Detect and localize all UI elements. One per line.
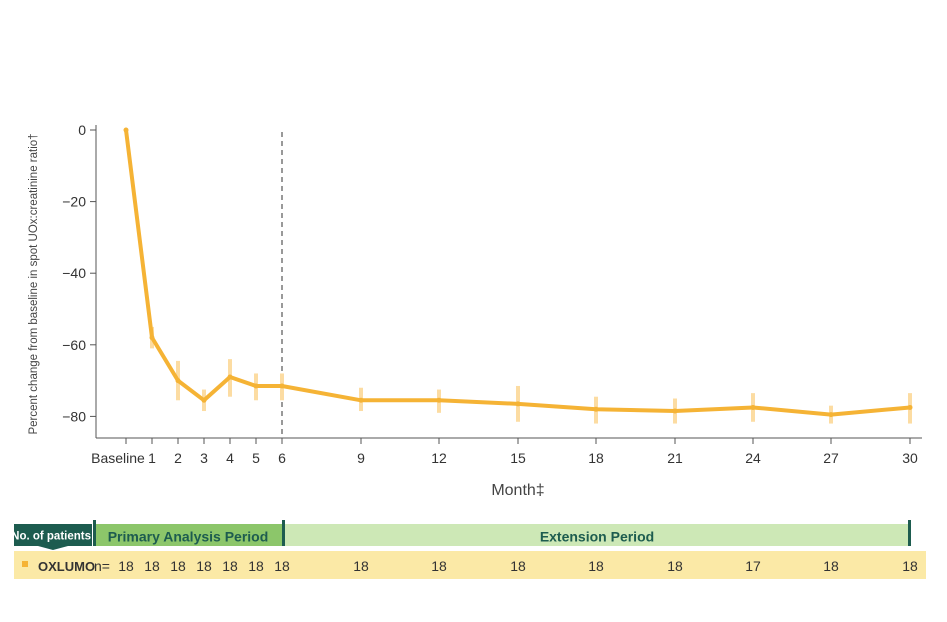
x-tick-label: 2 <box>174 450 182 466</box>
y-tick-label: −80 <box>62 408 86 424</box>
x-tick-label: 3 <box>200 450 208 466</box>
patient-count: 18 <box>431 558 447 574</box>
primary-period-label: Primary Analysis Period <box>108 529 269 545</box>
data-point <box>593 406 599 412</box>
x-tick-label: Baseline <box>91 450 145 466</box>
extension-period-bar <box>283 524 910 546</box>
extension-period-label: Extension Period <box>540 529 654 545</box>
data-point <box>358 397 364 403</box>
patients-row <box>14 551 926 579</box>
x-tick-label: 27 <box>823 450 839 466</box>
patients-label: No. of patients: <box>11 531 95 543</box>
patient-count: 18 <box>510 558 526 574</box>
y-ticks: 0 −20 −40 −60 −80 <box>62 122 96 424</box>
x-ticks: Baseline 1 2 3 4 5 6 9 12 15 18 21 24 27 30 <box>91 438 918 466</box>
error-bars <box>150 326 912 424</box>
patient-count: 18 <box>823 558 839 574</box>
series-legend-swatch <box>22 561 28 567</box>
patients-label-arrow <box>38 546 68 550</box>
data-point <box>750 404 756 410</box>
x-tick-label: 21 <box>667 450 683 466</box>
patient-count: 18 <box>274 558 290 574</box>
patient-count: 17 <box>745 558 761 574</box>
x-tick-label: 24 <box>745 450 761 466</box>
data-point <box>149 335 155 341</box>
patient-count: 18 <box>118 558 134 574</box>
patient-count: 18 <box>588 558 604 574</box>
x-tick-label: 1 <box>148 450 156 466</box>
n-label: n= <box>94 558 110 574</box>
x-tick-label: 5 <box>252 450 260 466</box>
patient-count: 18 <box>144 558 160 574</box>
data-point <box>672 408 678 414</box>
data-points <box>123 127 913 418</box>
data-point <box>175 378 181 384</box>
patient-count: 18 <box>667 558 683 574</box>
y-tick-label: −60 <box>62 337 86 353</box>
x-axis-title: Month‡ <box>491 482 544 499</box>
patient-count: 18 <box>196 558 212 574</box>
data-point <box>123 127 129 133</box>
y-tick-label: −20 <box>62 194 86 210</box>
x-tick-label: 6 <box>278 450 286 466</box>
data-point <box>201 397 207 403</box>
series-line <box>124 128 912 417</box>
data-point <box>515 401 521 407</box>
patient-count: 18 <box>353 558 369 574</box>
x-tick-label: 15 <box>510 450 526 466</box>
data-point <box>436 397 442 403</box>
primary-period-start-mark <box>93 520 96 546</box>
x-tick-label: 18 <box>588 450 604 466</box>
patient-count: 18 <box>222 558 238 574</box>
patient-count: 18 <box>902 558 918 574</box>
x-tick-label: 9 <box>357 450 365 466</box>
x-tick-label: 4 <box>226 450 234 466</box>
primary-period-bar <box>95 524 283 546</box>
x-tick-label: 12 <box>431 450 447 466</box>
data-point <box>279 383 285 389</box>
patient-count: 18 <box>248 558 264 574</box>
data-point <box>907 404 913 410</box>
y-axis-title: Percent change from baseline in spot UOx… <box>28 133 40 434</box>
patient-count: 18 <box>170 558 186 574</box>
data-point <box>828 412 834 418</box>
data-point <box>253 383 259 389</box>
extension-period-end-mark <box>908 520 911 546</box>
patients-label-background <box>14 524 92 546</box>
period-boundary-mark <box>282 520 285 546</box>
y-tick-label: 0 <box>78 122 86 138</box>
series-name: OXLUMO <box>38 559 95 574</box>
x-tick-label: 30 <box>902 450 918 466</box>
patient-counts: 18 18 18 18 18 18 18 18 18 18 18 18 17 18 18 <box>118 558 918 574</box>
data-point <box>227 374 233 380</box>
y-tick-label: −40 <box>62 265 86 281</box>
